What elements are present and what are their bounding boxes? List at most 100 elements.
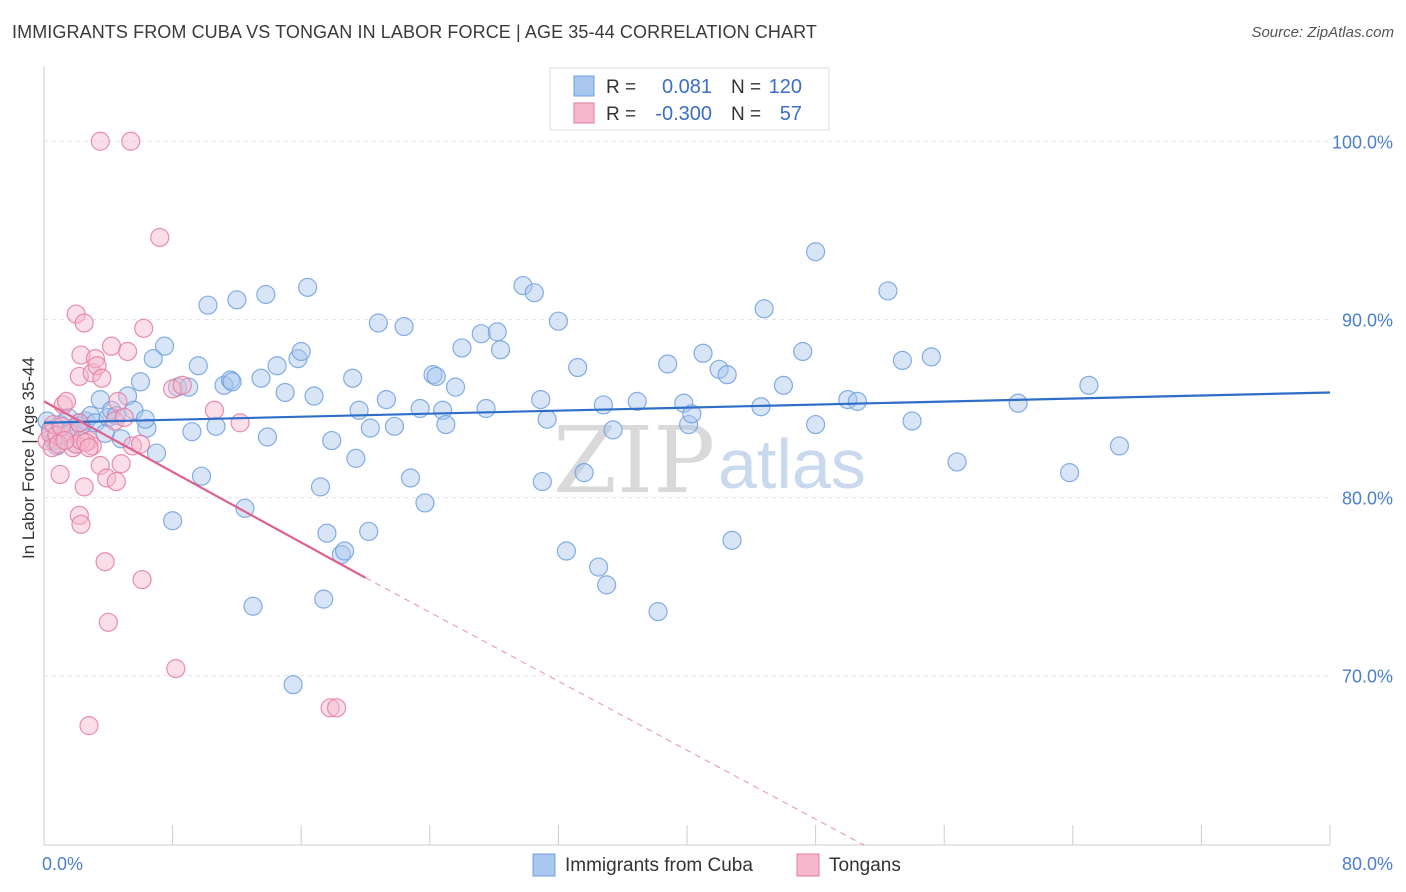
cuba-point [317,523,337,543]
cuba-point [298,277,318,297]
cuba-point [360,418,380,438]
tick-layer: 70.0% 80.0% 90.0% 100.0% 0.0% 80.0% [42,132,1393,874]
x-tick-label: 80.0% [1342,854,1393,874]
tongan-point [134,318,154,338]
tongan-point [230,413,250,433]
watermark-atlas: atlas [718,425,866,503]
trend-line-tongan-extension [365,577,865,846]
cuba-point [182,422,202,442]
cuba-point [275,382,295,403]
cuba-point [717,365,737,385]
legend-r-value-tongan: -0.300 [655,103,712,125]
cuba-point [304,386,324,406]
cuba-point [400,468,421,488]
cuba-point [722,530,742,550]
cuba-point [154,336,175,356]
cuba-point [1008,393,1028,413]
cuba-point [322,430,342,451]
cuba-point [532,471,552,492]
tongan-point [101,336,122,356]
tongan-point [76,432,96,452]
cuba-point [343,368,363,388]
tongan-point [204,400,224,420]
cuba-point [531,389,551,410]
bottom-legend-label-tongan: Tongans [829,855,901,876]
cuba-point [805,242,826,262]
tongan-point [98,612,118,632]
legend-box [549,67,830,131]
legend-r-label-cuba: R = [606,77,636,98]
tongan-point [85,349,106,369]
cuba-point [524,283,544,303]
cuba-point [588,557,609,577]
cuba-point [490,340,511,360]
cuba-point [384,416,405,436]
tongan-point [111,454,131,474]
tongan-point [56,391,77,411]
cuba-point [346,448,366,468]
trend-line-tongan [43,400,367,579]
cuba-point [548,311,569,331]
cuba-point [436,414,456,435]
cuba-point [227,290,247,310]
legend-n-label-tongan: N = [731,104,761,125]
tongan-point [79,438,99,458]
cuba-point [921,347,941,367]
cuba-point [130,372,151,392]
cuba-point [471,324,491,344]
cuba-point [222,372,242,392]
cuba-point [117,386,138,406]
cuba-point [368,313,388,333]
cuba-point [349,400,369,420]
cuba-point [793,341,813,362]
cuba-point [627,391,647,411]
cuba-point [902,411,922,431]
series-tongan-points [37,131,347,736]
cuba-point [476,398,496,419]
cuba-point [426,366,446,387]
tongan-point [108,391,128,411]
cuba-point [847,391,867,411]
cuba-point [658,354,678,374]
y-axis-title: In Labor Force | Age 35-44 [19,357,38,559]
bottom-legend: Immigrants from Cuba Tongans [532,853,901,877]
tongan-point [117,341,138,362]
tongan-point [74,313,94,333]
legend: R = 0.081 N = 120 R = -0.300 N = 57 [549,67,830,131]
cuba-point [1079,375,1099,395]
cuba-point [487,322,507,342]
cuba-point [335,541,355,561]
tongan-point [132,569,152,590]
tongan-point [63,438,83,458]
cuba-point [163,511,183,531]
cuba-point [359,521,379,542]
legend-swatch-tongan [573,102,595,124]
cuba-point [314,589,334,609]
cuba-point [805,414,826,435]
tongan-point [71,345,91,365]
cuba-point [251,368,271,388]
cuba-point [574,463,594,483]
legend-n-value-tongan: 57 [780,103,802,125]
cuba-point [603,420,623,440]
tongan-point [71,514,91,534]
tongan-point [106,471,126,492]
tongan-point [79,430,99,451]
cuba-point [198,295,218,315]
cuba-point [892,350,913,371]
cuba-point [143,349,163,369]
cuba-point [537,409,557,429]
grid-layer [44,140,1330,677]
tongan-point [320,698,340,718]
cuba-point [1109,436,1130,456]
tongan-point [121,131,141,151]
tongan-point [50,464,70,485]
bottom-legend-swatch-tongan [796,853,820,877]
tongan-point [55,430,75,451]
legend-r-value-cuba: 0.081 [662,76,712,98]
cuba-point [682,404,702,424]
bottom-legend-label-cuba: Immigrants from Cuba [565,855,753,876]
trend-layer [43,391,1331,846]
cuba-point [679,414,699,435]
